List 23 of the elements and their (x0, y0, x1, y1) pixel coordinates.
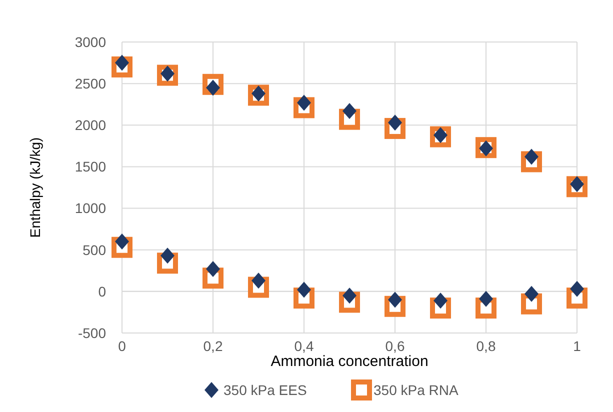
x-tick-label: 0 (118, 338, 126, 354)
y-tick-label: 1000 (74, 200, 106, 216)
y-tick-label: 2500 (74, 75, 106, 92)
y-tick-label: 3000 (74, 34, 106, 50)
point (524, 286, 538, 302)
y-tick-label: 1500 (74, 158, 106, 175)
point (570, 280, 584, 297)
y-tick-label: 500 (82, 242, 106, 258)
point (206, 260, 220, 277)
x-axis-title: Ammonia concentration (270, 353, 428, 370)
x-tick-label: 1 (573, 338, 582, 354)
y-axis-title: Enthalpy (kJ/kg) (27, 137, 43, 238)
x-tick-label: 0,6 (385, 338, 405, 354)
legend-label: 350 kPa RNA (374, 382, 459, 398)
point (297, 282, 311, 298)
point (479, 290, 493, 307)
y-tick-label: -500 (78, 324, 106, 341)
x-tick-label: 0,8 (476, 338, 496, 354)
y-tick-label: 2000 (74, 117, 106, 134)
legend-label: 350 kPa EES (224, 382, 307, 398)
x-tick-label: 0,4 (294, 338, 314, 354)
x-tick-label: 0,2 (203, 338, 223, 354)
y-tick-label: 0 (98, 283, 106, 300)
